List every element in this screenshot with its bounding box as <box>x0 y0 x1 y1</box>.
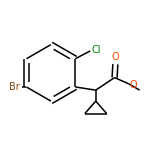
Text: O: O <box>112 52 119 62</box>
Text: Br: Br <box>9 82 20 92</box>
Text: O: O <box>129 80 137 90</box>
Text: Cl: Cl <box>91 45 100 55</box>
